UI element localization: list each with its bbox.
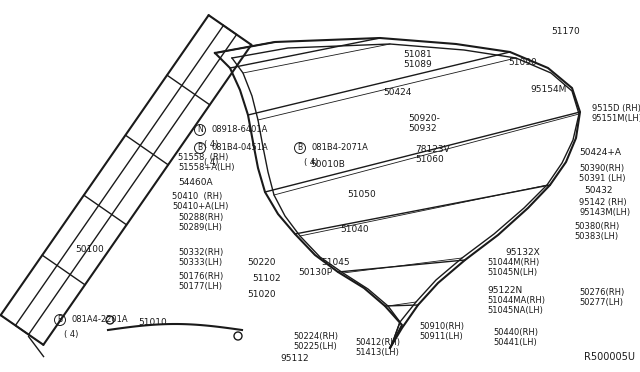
Text: 51090: 51090 (508, 58, 537, 67)
Text: 50010B: 50010B (310, 160, 345, 169)
Text: ( 4): ( 4) (204, 158, 218, 167)
Text: 95122N: 95122N (487, 286, 522, 295)
Text: 51413(LH): 51413(LH) (355, 348, 399, 357)
Text: 95142 (RH): 95142 (RH) (579, 198, 627, 207)
Text: 50225(LH): 50225(LH) (293, 342, 337, 351)
Text: 54460A: 54460A (178, 178, 212, 187)
Text: R500005U: R500005U (584, 352, 635, 362)
Text: 51170: 51170 (551, 27, 580, 36)
Text: 51045N(LH): 51045N(LH) (487, 268, 537, 277)
Text: ( 4): ( 4) (204, 140, 218, 149)
Text: 51558  (RH): 51558 (RH) (178, 153, 228, 162)
Text: 51044M(RH): 51044M(RH) (487, 258, 540, 267)
Text: 50432: 50432 (584, 186, 612, 195)
Text: 50177(LH): 50177(LH) (178, 282, 222, 291)
Text: 51045: 51045 (321, 258, 349, 267)
Text: 50333(LH): 50333(LH) (178, 258, 222, 267)
Text: B: B (298, 144, 303, 153)
Text: 50410  (RH): 50410 (RH) (172, 192, 222, 201)
Text: 51010: 51010 (138, 318, 167, 327)
Text: 50424: 50424 (383, 88, 412, 97)
Text: 50424+A: 50424+A (579, 148, 621, 157)
Text: 51045NA(LH): 51045NA(LH) (487, 306, 543, 315)
Text: 95151M(LH): 95151M(LH) (592, 114, 640, 123)
Text: 50920-: 50920- (408, 114, 440, 123)
Text: 081B4-0451A: 081B4-0451A (212, 144, 269, 153)
Text: 51020: 51020 (247, 290, 276, 299)
Text: B: B (58, 315, 63, 324)
Text: 50911(LH): 50911(LH) (419, 332, 463, 341)
Text: 50441(LH): 50441(LH) (493, 338, 537, 347)
Text: 50288(RH): 50288(RH) (178, 213, 223, 222)
Text: 9515D (RH): 9515D (RH) (592, 104, 640, 113)
Text: 081B4-2071A: 081B4-2071A (312, 144, 369, 153)
Text: 50412(RH): 50412(RH) (355, 338, 400, 347)
Text: 51102: 51102 (252, 274, 280, 283)
Text: 08918-6401A: 08918-6401A (212, 125, 268, 135)
Text: 78123V: 78123V (415, 145, 450, 154)
Text: 51050: 51050 (347, 190, 376, 199)
Text: 50224(RH): 50224(RH) (293, 332, 338, 341)
Text: ( 4): ( 4) (64, 330, 78, 339)
Text: 51040: 51040 (340, 225, 369, 234)
Text: 50391 (LH): 50391 (LH) (579, 174, 625, 183)
Text: 50932: 50932 (408, 124, 436, 133)
Text: 50276(RH): 50276(RH) (579, 288, 624, 297)
Text: 50440(RH): 50440(RH) (493, 328, 538, 337)
Text: 50380(RH): 50380(RH) (574, 222, 620, 231)
Text: 50100: 50100 (75, 245, 104, 254)
Text: 50910(RH): 50910(RH) (419, 322, 464, 331)
Text: ( 4): ( 4) (304, 158, 318, 167)
Text: 95143M(LH): 95143M(LH) (579, 208, 630, 217)
Text: 95154M: 95154M (530, 85, 566, 94)
Text: 50410+A(LH): 50410+A(LH) (172, 202, 228, 211)
Text: 50289(LH): 50289(LH) (178, 223, 222, 232)
Text: 95112: 95112 (280, 354, 308, 363)
Text: 081A4-2201A: 081A4-2201A (72, 315, 129, 324)
Text: 51060: 51060 (415, 155, 444, 164)
Text: 51558+A(LH): 51558+A(LH) (178, 163, 234, 172)
Text: 50130P: 50130P (298, 268, 332, 277)
Text: 50332(RH): 50332(RH) (178, 248, 223, 257)
Text: 50277(LH): 50277(LH) (579, 298, 623, 307)
Text: 50176(RH): 50176(RH) (178, 272, 223, 281)
Text: N: N (197, 125, 203, 135)
Text: 50383(LH): 50383(LH) (574, 232, 618, 241)
Text: 51089: 51089 (403, 60, 432, 69)
Text: 50390(RH): 50390(RH) (579, 164, 624, 173)
Text: 95132X: 95132X (505, 248, 540, 257)
Text: 51044MA(RH): 51044MA(RH) (487, 296, 545, 305)
Text: B: B (197, 144, 203, 153)
Text: 51081: 51081 (403, 50, 432, 59)
Text: 50220: 50220 (247, 258, 275, 267)
